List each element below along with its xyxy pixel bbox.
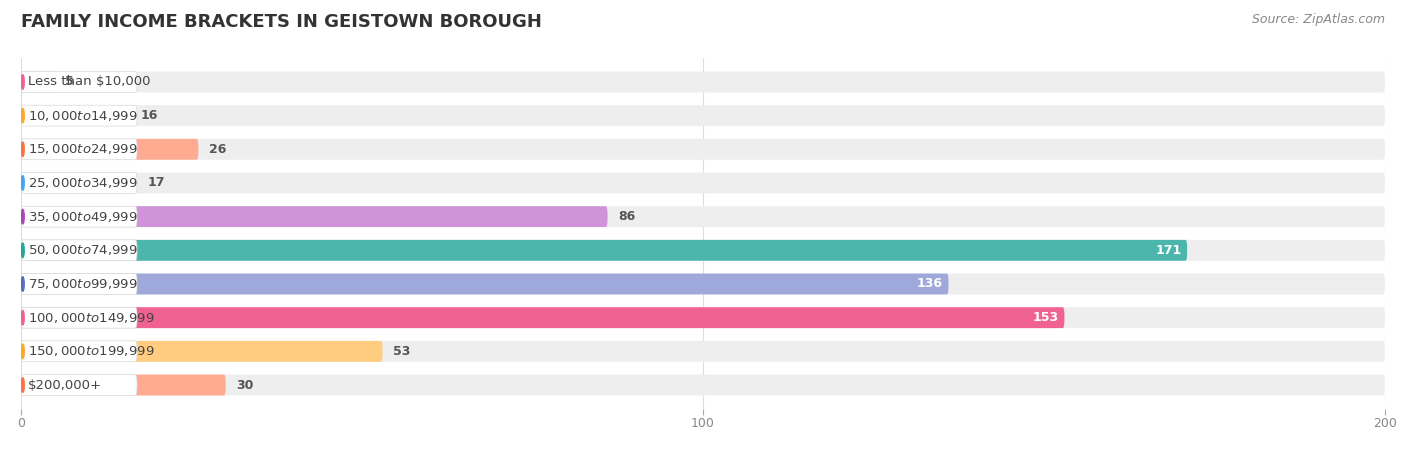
FancyBboxPatch shape bbox=[21, 71, 55, 92]
FancyBboxPatch shape bbox=[21, 307, 1385, 328]
FancyBboxPatch shape bbox=[21, 374, 1385, 396]
FancyBboxPatch shape bbox=[21, 374, 136, 396]
FancyBboxPatch shape bbox=[21, 105, 131, 126]
Text: 136: 136 bbox=[917, 277, 943, 291]
FancyBboxPatch shape bbox=[21, 307, 136, 328]
FancyBboxPatch shape bbox=[21, 240, 1385, 261]
Text: $150,000 to $199,999: $150,000 to $199,999 bbox=[28, 344, 155, 358]
Text: Less than $10,000: Less than $10,000 bbox=[28, 75, 150, 88]
FancyBboxPatch shape bbox=[21, 206, 136, 227]
Circle shape bbox=[21, 277, 24, 291]
Circle shape bbox=[21, 176, 24, 190]
FancyBboxPatch shape bbox=[21, 206, 1385, 227]
Text: $25,000 to $34,999: $25,000 to $34,999 bbox=[28, 176, 138, 190]
FancyBboxPatch shape bbox=[21, 273, 136, 295]
Text: 30: 30 bbox=[236, 379, 253, 392]
Text: $50,000 to $74,999: $50,000 to $74,999 bbox=[28, 243, 138, 257]
FancyBboxPatch shape bbox=[21, 71, 136, 92]
Circle shape bbox=[21, 108, 24, 123]
FancyBboxPatch shape bbox=[21, 374, 225, 396]
FancyBboxPatch shape bbox=[21, 240, 136, 261]
Text: 17: 17 bbox=[148, 176, 165, 189]
FancyBboxPatch shape bbox=[21, 172, 136, 194]
FancyBboxPatch shape bbox=[21, 139, 198, 160]
Text: $75,000 to $99,999: $75,000 to $99,999 bbox=[28, 277, 138, 291]
FancyBboxPatch shape bbox=[21, 341, 1385, 362]
Circle shape bbox=[21, 310, 24, 325]
FancyBboxPatch shape bbox=[21, 172, 136, 194]
Circle shape bbox=[21, 378, 24, 392]
FancyBboxPatch shape bbox=[21, 105, 136, 126]
FancyBboxPatch shape bbox=[21, 139, 1385, 160]
Circle shape bbox=[21, 75, 24, 89]
Text: $10,000 to $14,999: $10,000 to $14,999 bbox=[28, 109, 138, 123]
Text: FAMILY INCOME BRACKETS IN GEISTOWN BOROUGH: FAMILY INCOME BRACKETS IN GEISTOWN BOROU… bbox=[21, 13, 541, 31]
FancyBboxPatch shape bbox=[21, 206, 607, 227]
Text: 26: 26 bbox=[208, 143, 226, 156]
FancyBboxPatch shape bbox=[21, 240, 1187, 261]
FancyBboxPatch shape bbox=[21, 341, 136, 362]
Circle shape bbox=[21, 243, 24, 258]
Text: 153: 153 bbox=[1033, 311, 1059, 324]
FancyBboxPatch shape bbox=[21, 307, 1064, 328]
Text: $15,000 to $24,999: $15,000 to $24,999 bbox=[28, 142, 138, 156]
FancyBboxPatch shape bbox=[21, 273, 1385, 295]
Text: $100,000 to $149,999: $100,000 to $149,999 bbox=[28, 311, 155, 325]
Text: 86: 86 bbox=[617, 210, 636, 223]
FancyBboxPatch shape bbox=[21, 105, 1385, 126]
Text: 5: 5 bbox=[66, 75, 75, 88]
Circle shape bbox=[21, 209, 24, 224]
Circle shape bbox=[21, 142, 24, 157]
FancyBboxPatch shape bbox=[21, 273, 949, 295]
Text: 16: 16 bbox=[141, 109, 157, 122]
FancyBboxPatch shape bbox=[21, 341, 382, 362]
FancyBboxPatch shape bbox=[21, 71, 1385, 92]
Text: $200,000+: $200,000+ bbox=[28, 379, 101, 392]
Circle shape bbox=[21, 344, 24, 359]
Text: 53: 53 bbox=[392, 345, 411, 358]
Text: $35,000 to $49,999: $35,000 to $49,999 bbox=[28, 210, 138, 224]
FancyBboxPatch shape bbox=[21, 172, 1385, 194]
Text: 171: 171 bbox=[1156, 244, 1181, 257]
FancyBboxPatch shape bbox=[21, 139, 136, 160]
Text: Source: ZipAtlas.com: Source: ZipAtlas.com bbox=[1251, 13, 1385, 26]
